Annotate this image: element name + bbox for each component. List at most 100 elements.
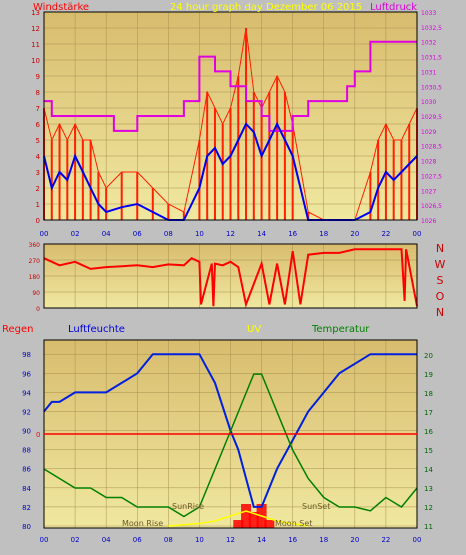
pressure-tick: 1032,5: [421, 25, 442, 32]
pressure-tick: 1026: [421, 218, 436, 225]
humidity-y-tick: 82: [22, 504, 31, 512]
wind-axis-ticks: 00 02 04 06 08 10 12 14 16 18 20 22 0001234567891011…: [31, 9, 442, 238]
wind-y-tick: 12: [31, 25, 40, 33]
temperature-line: [43, 373, 418, 518]
temperature-tick: 16: [424, 428, 433, 436]
pressure-tick: 1029,5: [421, 114, 442, 121]
temperature-series: [43, 373, 418, 518]
direction-y-tick: 0: [36, 306, 40, 313]
compass-label: N: [436, 242, 444, 255]
rain-label: Regen: [2, 324, 34, 335]
humidity-x-tick: 14: [257, 536, 266, 544]
moonrise-annotation: Moon Rise: [122, 519, 163, 528]
wind-x-tick: 18: [319, 230, 328, 238]
uv-label: UV: [247, 324, 261, 335]
humidity-x-tick: 22: [381, 536, 390, 544]
humidity-x-tick: 00: [40, 536, 49, 544]
pressure-tick: 1027,5: [421, 173, 442, 180]
humidity-x-tick: 12: [226, 536, 235, 544]
wind-y-tick: 4: [36, 153, 41, 161]
wind-y-tick: 2: [36, 185, 40, 193]
humidity-label: Luftfeuchte: [68, 324, 125, 335]
temperature-tick: 13: [424, 485, 433, 493]
direction-y-tick: 180: [29, 274, 41, 281]
pressure-series: [44, 40, 417, 132]
uv-series: [168, 510, 309, 527]
wind-series: [43, 121, 418, 221]
humidity-y-tick: 86: [22, 466, 31, 474]
humidity-x-tick: 08: [164, 536, 173, 544]
wind-y-tick: 7: [36, 105, 40, 113]
direction-y-tick: 270: [29, 258, 41, 265]
temperature-label: Temperatur: [311, 324, 370, 335]
humidity-x-tick: 00: [413, 536, 422, 544]
humidity-y-tick: 92: [22, 408, 31, 416]
rain-bar: [241, 504, 252, 528]
rain-bar: [233, 520, 244, 528]
pressure-tick: 1030,5: [421, 84, 442, 91]
humidity-y-tick: 88: [22, 447, 31, 455]
humidity-y-tick: 94: [22, 389, 31, 397]
humidity-line: [43, 353, 417, 508]
pressure-tick: 1030: [421, 99, 436, 106]
compass-label: S: [437, 274, 444, 287]
humidity-y-tick: 90: [22, 428, 31, 436]
humidity-axis-ticks: 00 02 04 06 08 10 12 14 16 18 20 22 00 80 82 84 86 88 90 92…: [22, 351, 433, 544]
wind-line: [43, 121, 418, 221]
wind-y-tick: 1: [36, 201, 40, 209]
wind-y-tick: 8: [36, 89, 40, 97]
pressure-line: [44, 40, 417, 132]
temperature-tick: 14: [424, 466, 433, 474]
wind-x-tick: 06: [133, 230, 142, 238]
sunset-annotation: SunSet: [302, 502, 330, 511]
wind-x-tick: 08: [164, 230, 173, 238]
wind-label: Windstärke: [33, 2, 89, 13]
gust-line: [43, 27, 418, 221]
pressure-tick: 1027: [421, 188, 436, 195]
humidity-y-tick: 84: [22, 485, 31, 493]
direction-y-tick: 90: [32, 290, 40, 297]
pressure-tick: 1028,5: [421, 144, 442, 151]
wind-y-tick: 6: [36, 121, 41, 129]
wind-y-tick: 3: [36, 169, 40, 177]
compass-label: O: [436, 290, 445, 303]
temperature-tick: 17: [424, 409, 433, 417]
humidity-x-tick: 18: [319, 536, 328, 544]
temperature-tick: 11: [424, 523, 433, 531]
wind-y-tick: 5: [36, 137, 40, 145]
pressure-tick: 1026,5: [421, 203, 442, 210]
wind-y-tick: 0: [36, 217, 40, 225]
moonset-annotation: Moon Set: [275, 519, 312, 528]
pressure-tick: 1031,5: [421, 55, 442, 62]
humidity-x-tick: 06: [133, 536, 142, 544]
humidity-y-tick: 80: [22, 523, 31, 531]
uv-line: [168, 510, 309, 527]
humidity-series: [43, 353, 417, 508]
wind-y-tick: 13: [31, 9, 40, 17]
pressure-tick: 1032: [421, 40, 436, 47]
wind-y-tick: 10: [31, 57, 40, 65]
humidity-x-tick: 02: [71, 536, 80, 544]
humidity-x-tick: 10: [195, 536, 204, 544]
rain-bar: [248, 512, 259, 528]
wind-x-tick: 04: [102, 230, 111, 238]
rain-bar: [264, 520, 275, 528]
temperature-tick: 19: [424, 371, 433, 379]
direction-y-tick: 360: [29, 242, 41, 249]
temperature-tick: 15: [424, 447, 433, 455]
pressure-tick: 1028: [421, 159, 436, 166]
wind-x-tick: 20: [350, 230, 359, 238]
direction-series: [43, 248, 418, 308]
pressure-tick: 1029: [421, 129, 436, 136]
temperature-tick: 18: [424, 390, 433, 398]
sunrise-annotation: SunRise: [172, 502, 204, 511]
wind-x-tick: 00: [40, 230, 49, 238]
rain-axis-tick: 0: [36, 431, 40, 439]
wind-plot-frame: [43, 11, 418, 221]
wind-x-tick: 12: [226, 230, 235, 238]
wind-x-tick: 02: [71, 230, 80, 238]
pressure-tick: 1031: [421, 69, 436, 76]
wind-y-tick: 11: [31, 41, 40, 49]
